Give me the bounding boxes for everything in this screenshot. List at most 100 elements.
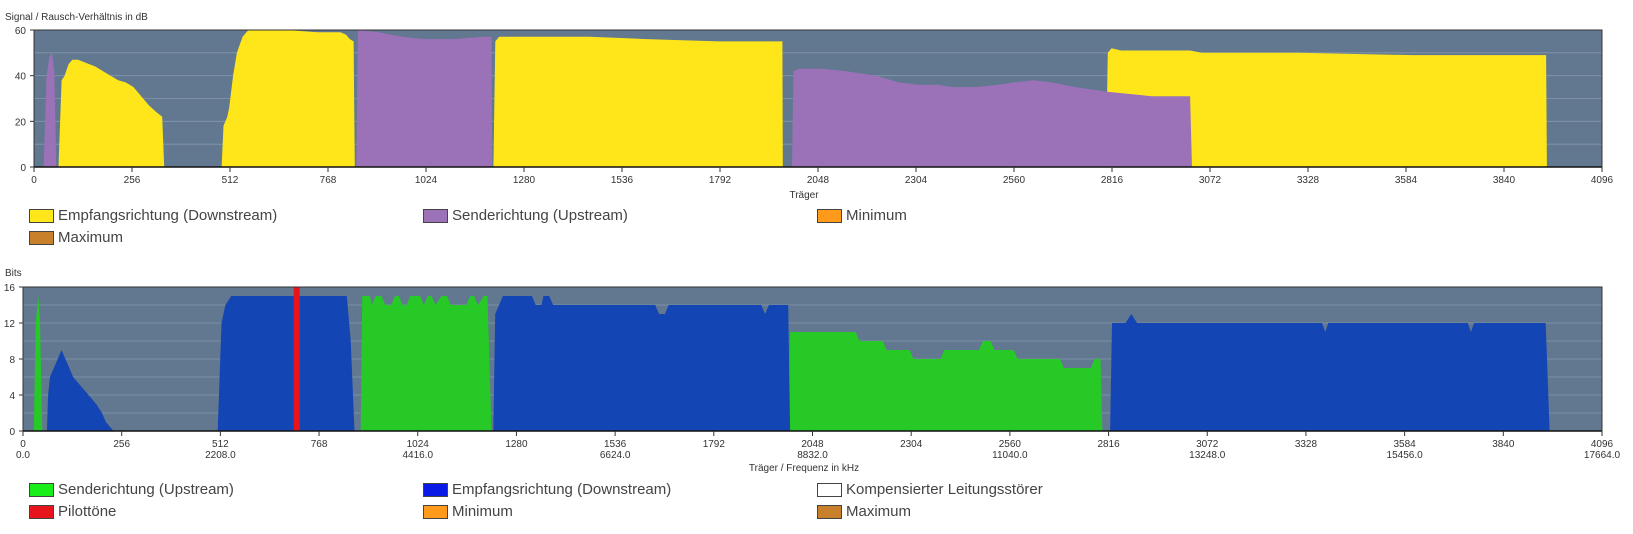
bits-y-tick-label: 16 — [4, 283, 16, 294]
snr-x-tick-label: 2816 — [1101, 175, 1124, 186]
snr-x-tick-label: 1280 — [513, 175, 536, 186]
snr-x-tick-label: 4096 — [1591, 175, 1614, 186]
legend2-item-minimum[interactable]: Minimum — [423, 503, 513, 520]
snr-x-tick-label: 3584 — [1395, 175, 1418, 186]
snr-series-a-segment-2 — [493, 36, 783, 167]
snr-y-tick-label: 0 — [20, 163, 26, 174]
snr-x-tick-label: 3840 — [1493, 175, 1516, 186]
legend2-item-maximum[interactable]: Maximum — [817, 503, 911, 520]
bits-x-tick-label: 2304 — [900, 439, 923, 450]
bits-x-tick-label: 256 — [113, 439, 130, 450]
snr-y-tick-label: 20 — [15, 117, 27, 128]
legend1-upstream-swatch — [423, 208, 448, 223]
bits-x-tick-label: 2816 — [1097, 439, 1120, 450]
snr-series-b-segment-2 — [792, 68, 1192, 167]
snr-y-tick-label: 40 — [15, 72, 27, 83]
legend1-item-downstream[interactable]: Empfangsrichtung (Downstream) — [29, 207, 277, 224]
bits-x-tick-label: 4096 — [1591, 439, 1614, 450]
bits-series-b-segment-3 — [1110, 314, 1550, 431]
bits-freq-tick-label: 17664.0 — [1584, 450, 1621, 461]
snr-x-tick-label: 768 — [320, 175, 337, 186]
snr-x-tick-label: 1792 — [709, 175, 732, 186]
snr-y-tick-label: 60 — [15, 26, 27, 37]
bits-x-tick-label: 2560 — [999, 439, 1022, 450]
snr-x-tick-label: 1024 — [415, 175, 438, 186]
bits-y-tick-label: 12 — [4, 319, 16, 330]
legend2-item-compensated[interactable]: Kompensierter Leitungsstörer — [817, 481, 1043, 498]
bits-x-axis-label: Träger / Frequenz in kHz — [749, 463, 859, 474]
snr-series-a-segment-0 — [58, 59, 165, 168]
snr-x-tick-label: 2048 — [807, 175, 830, 186]
snr-x-tick-label: 2560 — [1003, 175, 1026, 186]
bits-freq-tick-label: 15456.0 — [1387, 450, 1424, 461]
legend2-downstream-label: Empfangsrichtung (Downstream) — [452, 481, 672, 498]
legend1-item-maximum[interactable]: Maximum — [29, 229, 123, 246]
legend2-compensated-swatch — [817, 482, 842, 497]
legend1-maximum-swatch — [29, 230, 54, 245]
legend2-minimum-swatch — [423, 504, 448, 519]
bits-series-b-segment-0 — [46, 350, 114, 431]
bits-freq-tick-label: 8832.0 — [797, 450, 828, 461]
legend1-maximum-label: Maximum — [58, 229, 124, 246]
bits-x-tick-label: 0 — [20, 439, 26, 450]
snr-series-b-segment-0 — [43, 52, 57, 167]
bits-freq-tick-label: 0.0 — [16, 450, 30, 461]
legend2-item-downstream[interactable]: Empfangsrichtung (Downstream) — [423, 481, 671, 498]
snr-x-tick-label: 3072 — [1199, 175, 1222, 186]
bits-x-tick-label: 1536 — [604, 439, 627, 450]
legend2-compensated-label: Kompensierter Leitungsstörer — [846, 481, 1043, 498]
legend2-upstream-swatch — [29, 482, 54, 497]
pilot-tone-marker — [293, 287, 300, 431]
legend2-upstream-label: Senderichtung (Upstream) — [58, 481, 234, 498]
snr-x-tick-label: 1536 — [611, 175, 634, 186]
snr-x-tick-label: 512 — [222, 175, 239, 186]
legend2-maximum-label: Maximum — [846, 503, 912, 520]
snr-series-a-segment-3 — [1105, 48, 1547, 167]
bits-x-tick-label: 1024 — [407, 439, 430, 450]
bits-freq-tick-label: 2208.0 — [205, 450, 236, 461]
legend1-upstream-label: Senderichtung (Upstream) — [452, 207, 628, 224]
bits-y-tick-label: 8 — [9, 355, 15, 366]
legend2-item-upstream[interactable]: Senderichtung (Upstream) — [29, 481, 234, 498]
bits-chart-title: Bits — [5, 268, 22, 279]
legend2-minimum-label: Minimum — [452, 503, 513, 520]
bits-freq-tick-label: 6624.0 — [600, 450, 631, 461]
bits-y-tick-label: 0 — [9, 427, 15, 438]
bits-x-tick-label: 768 — [311, 439, 328, 450]
bits-x-tick-label: 3072 — [1196, 439, 1219, 450]
legend2-item-pilot[interactable]: Pilottöne — [29, 503, 116, 520]
bits-freq-tick-label: 13248.0 — [1189, 450, 1226, 461]
legend2-downstream-swatch — [423, 482, 448, 497]
bits-freq-tick-label: 4416.0 — [402, 450, 433, 461]
snr-x-axis-label: Träger — [789, 190, 819, 201]
snr-x-tick-label: 256 — [124, 175, 141, 186]
legend1-downstream-label: Empfangsrichtung (Downstream) — [58, 207, 278, 224]
snr-x-tick-label: 0 — [31, 175, 37, 186]
bits-series-b-segment-1 — [217, 296, 355, 431]
snr-chart-title: Signal / Rausch-Verhältnis in dB — [5, 12, 148, 23]
bits-x-tick-label: 512 — [212, 439, 229, 450]
bits-series-a-segment-1 — [360, 296, 492, 431]
legend1-minimum-label: Minimum — [846, 207, 907, 224]
bits-series-a-segment-2 — [788, 332, 1103, 431]
bits-series-a-segment-0 — [33, 296, 43, 431]
bits-x-tick-label: 2048 — [801, 439, 824, 450]
legend2-maximum-swatch — [817, 504, 842, 519]
legend1-item-minimum[interactable]: Minimum — [817, 207, 907, 224]
legend1-downstream-swatch — [29, 208, 54, 223]
snr-series-b-segment-1 — [356, 30, 493, 167]
legend2-pilot-label: Pilottöne — [58, 503, 117, 520]
bits-x-tick-label: 1280 — [505, 439, 528, 450]
legend2-pilot-swatch — [29, 504, 54, 519]
legend1-item-upstream[interactable]: Senderichtung (Upstream) — [423, 207, 628, 224]
bits-freq-tick-label: 11040.0 — [992, 450, 1028, 461]
snr-x-tick-label: 3328 — [1297, 175, 1320, 186]
bits-series-b-segment-2 — [493, 296, 791, 431]
bits-x-tick-label: 3840 — [1492, 439, 1515, 450]
bits-x-tick-label: 1792 — [703, 439, 726, 450]
snr-series-a-segment-1 — [221, 30, 355, 167]
snr-x-tick-label: 2304 — [905, 175, 928, 186]
bits-x-tick-label: 3328 — [1295, 439, 1318, 450]
bits-y-tick-label: 4 — [9, 391, 15, 402]
